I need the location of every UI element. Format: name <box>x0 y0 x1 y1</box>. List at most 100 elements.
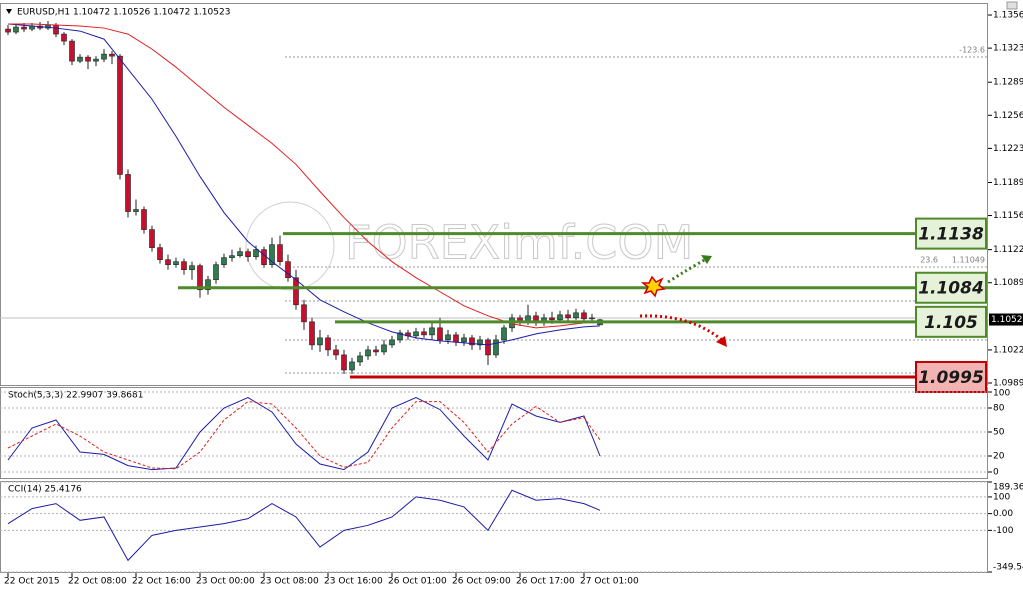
y-tick-label: 1.11890 <box>993 178 1023 188</box>
price-tag-label: 1.10523 <box>991 315 1023 325</box>
line-series <box>7 489 601 562</box>
level-label: 1.0995 <box>918 368 984 388</box>
candle-body <box>357 355 363 363</box>
candle-body <box>333 349 339 356</box>
candle-body <box>245 251 251 257</box>
candle-body <box>269 244 275 265</box>
y-tick-label: 100 <box>993 492 1010 502</box>
candle-body <box>477 339 483 346</box>
level-label: 1.1138 <box>918 225 984 245</box>
main-panel <box>0 3 988 386</box>
level-label: 1.1084 <box>918 279 984 299</box>
y-tick-label: -100 <box>993 526 1014 536</box>
y-tick-label: 1.11220 <box>993 245 1023 255</box>
indicator-title: CCI(14) 25.4176 <box>8 485 82 495</box>
explosion-icon <box>640 275 666 298</box>
candle-body <box>493 339 499 356</box>
candle-body <box>101 53 107 60</box>
candle-body <box>61 33 67 42</box>
down-arrow <box>639 314 723 342</box>
y-tick-label: 1.12230 <box>993 144 1023 154</box>
candle-body <box>437 327 443 341</box>
fib-label: -123.6 <box>959 46 985 55</box>
y-tick-label: 1.12890 <box>993 78 1023 88</box>
y-tick-label: 1.12560 <box>993 111 1023 121</box>
candle-body <box>317 337 323 346</box>
y-tick-label: 100 <box>993 389 1010 399</box>
line-series <box>7 401 601 470</box>
candle-body <box>501 327 507 341</box>
y-tick-label: 0 <box>993 468 999 478</box>
candle-body <box>589 317 595 320</box>
fib-label: 23.6 <box>920 256 938 265</box>
candle-body <box>173 261 179 265</box>
candle-body <box>549 317 555 321</box>
candle-body <box>229 255 235 258</box>
candle-body <box>117 55 123 175</box>
indicator-title: Stoch(5,3,3) 22.9907 39.8681 <box>8 391 143 401</box>
window-button[interactable] <box>1006 1 1018 10</box>
candle-body <box>77 56 83 62</box>
watermark: FOREXimf.COM <box>345 216 693 270</box>
x-tick-label: 22 Oct 16:00 <box>132 577 191 587</box>
level-box <box>915 217 987 250</box>
y-tick-label: 189.362 <box>993 483 1023 493</box>
x-tick-label: 27 Oct 01:00 <box>580 577 639 587</box>
x-tick-label: 26 Oct 09:00 <box>452 577 511 587</box>
candle-body <box>181 261 187 270</box>
level-box <box>915 360 987 393</box>
y-tick-label: 50 <box>993 428 1005 438</box>
candle-body <box>213 264 219 281</box>
level-label: 1.105 <box>924 313 978 333</box>
candle-body <box>285 261 291 279</box>
x-tick-label: 22 Oct 2015 <box>4 577 60 587</box>
candle-body <box>277 244 283 262</box>
chart-title: EURUSD,H1 1.10472 1.10526 1.10472 1.1052… <box>17 8 230 18</box>
line-series <box>7 397 601 471</box>
candle-body <box>309 321 315 346</box>
y-tick-label: 1.13560 <box>993 11 1023 21</box>
candle-body <box>149 229 155 248</box>
candle-body <box>349 361 355 371</box>
candle-body <box>453 334 459 343</box>
watermark-ring <box>245 201 335 291</box>
x-tick-label: 23 Oct 00:00 <box>196 577 255 587</box>
candle-body <box>189 265 195 270</box>
candle-body <box>13 26 19 33</box>
line-series <box>7 23 601 346</box>
candle-body <box>565 314 571 319</box>
candle-body <box>69 40 75 62</box>
down-arrow-head <box>716 336 727 347</box>
candle-body <box>5 28 11 33</box>
level-box <box>915 305 987 338</box>
x-tick-label: 26 Oct 01:00 <box>388 577 447 587</box>
candle-body <box>341 354 347 371</box>
candle-body <box>485 339 491 356</box>
menu-triangle <box>6 9 12 14</box>
stoch-panel <box>0 387 988 479</box>
y-tick-label: 1.11560 <box>993 211 1023 221</box>
candle-body <box>581 312 587 320</box>
candle-body <box>429 327 435 336</box>
candle-body <box>261 249 267 265</box>
candle-body <box>413 331 419 337</box>
candle-body <box>141 209 147 230</box>
candle-body <box>53 24 59 35</box>
y-tick-label: 1.10890 <box>993 278 1023 288</box>
level-box <box>915 271 987 304</box>
x-tick-label: 22 Oct 08:00 <box>68 577 127 587</box>
y-tick-label: 80 <box>993 404 1005 414</box>
candle-body <box>421 331 427 336</box>
candle-body <box>373 349 379 353</box>
candle-body <box>157 247 163 260</box>
candle-body <box>293 277 299 306</box>
x-tick-label: 26 Oct 17:00 <box>516 577 575 587</box>
candle-body <box>301 304 307 323</box>
candle-body <box>325 337 331 351</box>
x-tick-label: 23 Oct 16:00 <box>324 577 383 587</box>
candle-body <box>445 334 451 341</box>
candle-body <box>197 265 203 291</box>
y-tick-label: 20 <box>993 452 1005 462</box>
